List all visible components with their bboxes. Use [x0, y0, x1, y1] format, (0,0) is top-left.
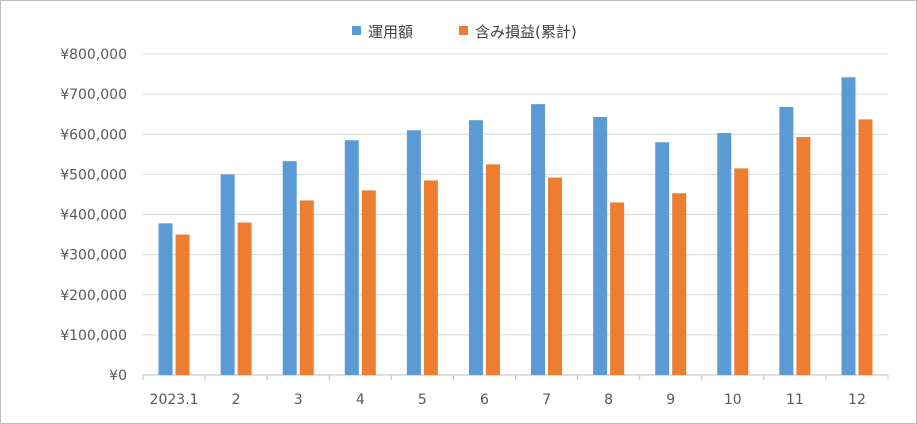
y-tick-label: ¥800,000 [60, 47, 127, 63]
bar-series-1 [779, 106, 794, 375]
y-tick-label: ¥600,000 [60, 127, 127, 143]
x-tick-label: 4 [356, 392, 365, 408]
bar-series-1 [282, 161, 297, 375]
bar-series-2 [299, 200, 314, 375]
x-tick-label: 5 [418, 392, 427, 408]
y-tick-label: ¥100,000 [60, 328, 127, 344]
bar-series-2 [423, 180, 438, 375]
x-tick-label: 12 [848, 392, 866, 408]
bar-series-1 [406, 130, 421, 375]
y-tick-label: ¥0 [109, 368, 127, 384]
bar-series-2 [858, 119, 873, 375]
x-tick-label: 8 [604, 392, 613, 408]
x-tick-label: 10 [724, 392, 742, 408]
x-tick-label: 9 [666, 392, 675, 408]
bar-series-1 [717, 133, 732, 375]
bar-series-2 [361, 190, 376, 375]
bar-series-1 [220, 174, 235, 375]
legend-label: 運用額 [368, 23, 413, 41]
bar-series-1 [655, 142, 670, 375]
bar-series-2 [734, 168, 749, 375]
bar-series-1 [593, 116, 608, 375]
x-tick-label: 7 [542, 392, 551, 408]
legend-label: 含み損益(累計) [475, 23, 577, 41]
y-tick-label: ¥200,000 [60, 288, 127, 304]
x-tick-label: 11 [786, 392, 804, 408]
bar-series-2 [485, 164, 500, 375]
x-tick-label: 2 [232, 392, 241, 408]
bar-series-1 [841, 77, 856, 376]
y-tick-label: ¥500,000 [60, 167, 127, 183]
x-tick-label: 3 [294, 392, 303, 408]
x-tick-label: 2023.1 [150, 392, 199, 408]
bar-series-1 [158, 223, 173, 375]
y-tick-label: ¥400,000 [60, 208, 127, 224]
y-tick-label: ¥300,000 [60, 248, 127, 264]
bar-series-2 [796, 137, 811, 375]
bar-series-1 [531, 104, 546, 375]
legend-swatch [352, 26, 361, 35]
legend-swatch [459, 26, 468, 35]
bar-series-2 [610, 202, 625, 375]
x-tick-label: 6 [480, 392, 489, 408]
bar-series-1 [468, 120, 483, 375]
bar-series-2 [548, 177, 563, 375]
bar-series-2 [672, 193, 687, 375]
bar-series-2 [237, 222, 252, 375]
bar-series-1 [344, 140, 359, 375]
bar-series-2 [175, 234, 190, 375]
y-tick-label: ¥700,000 [60, 87, 127, 103]
